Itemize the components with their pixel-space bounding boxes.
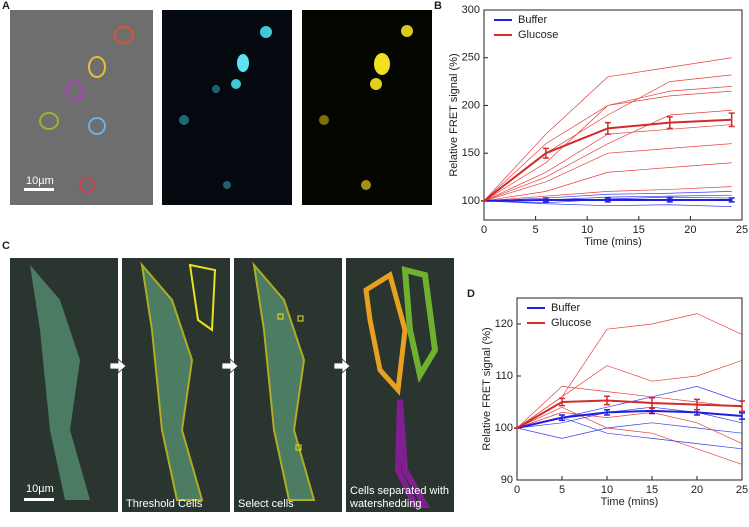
micrograph-raw — [10, 258, 118, 512]
mean-line — [516, 409, 743, 429]
x-tick-label: 20 — [691, 484, 703, 496]
micrograph-select — [234, 258, 342, 512]
image-caption: Cells separated with — [350, 485, 449, 497]
error-bar — [739, 412, 745, 420]
trace-line — [516, 360, 743, 429]
micrograph-brightfield — [10, 10, 153, 205]
x-axis-label: Time (mins) — [601, 496, 659, 508]
x-tick-label: 15 — [646, 484, 658, 496]
y-tick-label: 90 — [501, 474, 513, 486]
x-tick-label: 25 — [736, 484, 748, 496]
mean-line — [516, 399, 743, 429]
error-bar — [666, 116, 673, 130]
image-caption: watershedding — [349, 498, 422, 510]
error-bar — [666, 197, 673, 203]
x-tick-label: 25 — [736, 224, 748, 236]
trace-line — [483, 186, 732, 202]
micrograph-cfp — [162, 10, 292, 205]
trace-line — [483, 191, 732, 202]
y-tick-label: 150 — [462, 147, 480, 159]
y-tick-label: 100 — [495, 422, 513, 434]
micrograph-threshold — [122, 258, 230, 512]
error-bar — [542, 197, 549, 203]
error-bar — [739, 400, 745, 413]
error-bar — [728, 197, 735, 203]
trace-line — [483, 109, 732, 202]
micrograph-yfp — [302, 10, 432, 205]
trace-line — [483, 162, 732, 202]
micrograph-watershed — [346, 258, 454, 512]
error-bar — [604, 121, 611, 135]
error-bar — [604, 409, 610, 416]
arrow — [109, 358, 351, 374]
panel-label: A — [2, 0, 10, 12]
trace-line — [483, 143, 732, 202]
image-caption: Threshold Cells — [126, 498, 203, 510]
trace-line — [483, 57, 732, 202]
error-bar — [649, 397, 655, 409]
x-tick-label: 10 — [581, 224, 593, 236]
y-tick-label: 300 — [462, 4, 480, 16]
panel-label: C — [2, 240, 10, 252]
x-axis-label: Time (mins) — [584, 236, 642, 248]
y-tick-label: 250 — [462, 52, 480, 64]
trace-line — [516, 406, 743, 465]
trace-line — [516, 412, 743, 444]
trace-line — [483, 90, 732, 202]
error-bar — [694, 398, 700, 411]
x-tick-label: 5 — [559, 484, 565, 496]
image-caption: Select cells — [238, 498, 294, 510]
scale-bar-label: 10µm — [26, 483, 54, 495]
x-tick-label: 0 — [481, 224, 487, 236]
error-bar — [542, 147, 549, 159]
legend-label: Glucose — [518, 29, 558, 41]
error-bar — [559, 414, 565, 421]
legend-label: Buffer — [551, 302, 580, 314]
y-axis-label: Relative FRET signal (%) — [448, 53, 460, 176]
error-bar — [728, 112, 735, 128]
x-tick-label: 0 — [514, 484, 520, 496]
error-bar — [559, 397, 565, 407]
x-tick-label: 5 — [533, 224, 539, 236]
y-tick-label: 110 — [495, 370, 513, 382]
x-tick-label: 20 — [684, 224, 696, 236]
plot-frame — [483, 9, 743, 221]
trace-line — [483, 200, 732, 207]
panel-label: B — [434, 0, 442, 12]
legend-label: Buffer — [518, 14, 547, 26]
legend-label: Glucose — [551, 317, 591, 329]
trace-line — [516, 386, 743, 429]
error-bar — [604, 197, 611, 203]
panel-label: D — [467, 288, 475, 300]
y-tick-label: 100 — [462, 195, 480, 207]
scale-bar-label: 10µm — [26, 175, 54, 187]
trace-line — [516, 422, 743, 439]
trace-line — [516, 406, 743, 429]
y-tick-label: 200 — [462, 99, 480, 111]
error-bar — [604, 395, 610, 406]
y-tick-label: 120 — [495, 318, 513, 330]
y-axis-label: Relative FRET signal (%) — [481, 327, 493, 450]
x-tick-label: 15 — [633, 224, 645, 236]
x-tick-label: 10 — [601, 484, 613, 496]
